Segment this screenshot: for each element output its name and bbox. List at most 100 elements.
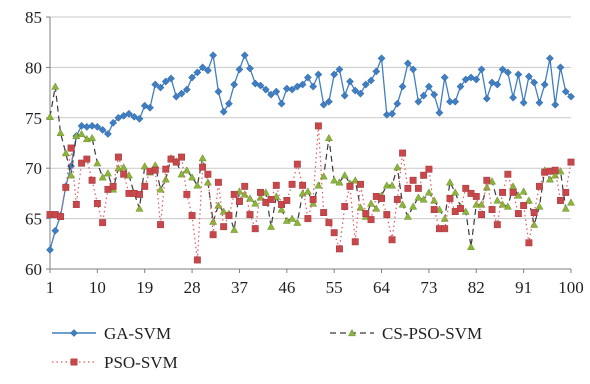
data-point-pso-svm [325,219,333,227]
data-point-cs-pso-svm [309,199,318,207]
data-point-pso-svm [309,195,317,203]
data-point-ga-svm [446,97,454,106]
data-point-pso-svm [62,183,70,191]
legend-item-ga-svm: GA-SVM [52,324,171,343]
data-point-cs-pso-svm [351,176,360,184]
data-point-cs-pso-svm [566,198,576,206]
data-point-cs-pso-svm [466,242,476,250]
data-point-pso-svm [330,229,338,237]
data-point-cs-pso-svm [319,172,328,180]
data-point-pso-svm [114,153,122,161]
data-point-cs-pso-svm [188,173,197,181]
data-point-ga-svm [303,73,312,82]
data-point-pso-svm [557,197,564,204]
data-point-ga-svm [456,82,465,91]
data-point-pso-svm [320,209,328,217]
data-point-pso-svm [525,239,533,247]
data-point-ga-svm [309,82,318,91]
data-point-pso-svm [72,201,80,208]
data-point-cs-pso-svm [72,131,81,140]
data-point-cs-pso-svm [451,188,460,196]
data-point-cs-pso-svm [140,162,149,170]
data-point-cs-pso-svm [556,167,565,175]
data-point-cs-pso-svm [430,196,439,204]
data-point-ga-svm [419,91,428,100]
data-point-pso-svm [367,216,375,224]
y-tick-label: 75 [25,109,42,128]
data-point-pso-svm [120,170,128,178]
data-point-cs-pso-svm [272,192,281,200]
x-tick-label: 10 [89,278,106,297]
data-point-ga-svm [193,68,202,77]
data-point-ga-svm [503,68,512,77]
data-point-ga-svm [545,54,554,63]
data-point-cs-pso-svm [261,188,270,196]
series-ga-svm [46,51,575,254]
data-point-pso-svm [430,206,438,213]
series-group [45,51,576,264]
data-point-pso-svm [493,221,501,229]
data-point-cs-pso-svm [509,182,518,190]
data-point-ga-svm [367,76,375,85]
data-point-ga-svm [277,99,286,108]
data-point-pso-svm [257,188,264,196]
data-point-pso-svm [230,190,238,198]
data-point-ga-svm [182,85,191,94]
data-point-cs-pso-svm [409,202,418,210]
data-point-pso-svm [346,182,354,190]
legend-label-pso-svm: PSO-SVM [104,353,178,372]
data-point-cs-pso-svm [161,175,170,183]
x-tick-label: 37 [231,278,249,297]
data-point-cs-pso-svm [419,195,428,203]
legend-label-ga-svm: GA-SVM [104,324,171,343]
data-point-ga-svm [98,125,107,134]
data-point-pso-svm [172,158,180,166]
data-point-cs-pso-svm [561,204,570,212]
y-tick-label: 80 [25,58,42,77]
data-point-pso-svm [304,215,312,223]
data-point-ga-svm [267,90,275,99]
data-point-pso-svm [267,195,275,203]
data-point-pso-svm [520,202,528,209]
data-point-ga-svm [230,80,239,89]
data-point-pso-svm [251,225,259,233]
data-point-pso-svm [425,165,433,173]
data-point-ga-svm [388,109,397,118]
data-point-ga-svm [482,94,491,103]
data-point-cs-pso-svm [282,216,291,224]
data-point-ga-svm [219,107,228,116]
data-point-ga-svm [377,54,386,63]
data-point-pso-svm [388,236,396,244]
data-point-ga-svm [472,75,481,84]
data-point-pso-svm [499,188,507,196]
data-point-ga-svm [393,99,402,108]
data-point-ga-svm [514,70,523,79]
data-point-ga-svm [151,80,160,89]
x-tick-label: 19 [136,278,153,297]
data-point-pso-svm [420,171,428,179]
data-point-cs-pso-svm [124,171,133,179]
data-point-ga-svm [493,80,502,89]
data-point-cs-pso-svm [398,200,407,208]
legend-item-pso-svm: PSO-SVM [52,353,178,372]
data-point-pso-svm [151,166,159,174]
data-point-pso-svm [514,210,522,218]
data-point-ga-svm [556,63,565,72]
axes [46,16,572,273]
data-point-ga-svm [319,100,328,109]
data-point-cs-pso-svm [445,178,454,186]
data-point-cs-pso-svm [240,190,249,198]
tick-labels: 60 65 70 75 80 85 1 10 19 28 37 46 55 64 73 82 91 100 [25,8,584,297]
data-point-pso-svm [404,184,412,192]
data-point-ga-svm [156,83,165,92]
data-point-ga-svm [109,118,118,127]
data-point-cs-pso-svm [135,204,144,212]
data-point-ga-svm [103,129,112,138]
data-point-ga-svm [161,77,170,86]
data-point-ga-svm [235,65,244,74]
data-point-cs-pso-svm [182,166,191,174]
data-point-pso-svm [109,182,117,190]
data-point-ga-svm [424,82,433,91]
data-point-pso-svm [357,180,364,188]
